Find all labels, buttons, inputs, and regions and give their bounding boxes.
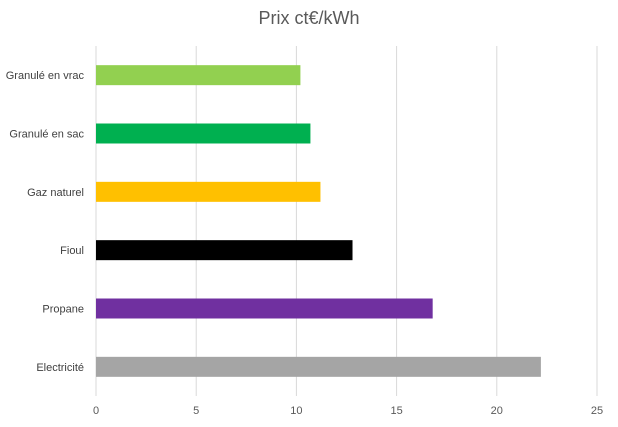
bar (96, 65, 301, 86)
x-tick-label: 0 (93, 405, 99, 417)
x-tick-label: 10 (290, 405, 302, 417)
x-tick-label: 25 (591, 405, 603, 417)
x-tick-label: 15 (390, 405, 402, 417)
bar (96, 240, 353, 261)
bar (96, 356, 541, 377)
chart-title: Prix ct€/kWh (258, 8, 360, 28)
bar (96, 181, 321, 202)
x-tick-label: 20 (491, 405, 503, 417)
category-label: Propane (42, 304, 84, 316)
x-tick-label: 5 (193, 405, 199, 417)
category-label: Granulé en vrac (6, 70, 85, 82)
category-label: Granulé en sac (9, 129, 84, 141)
category-label: Fioul (60, 245, 84, 257)
bar (96, 123, 311, 144)
bar (96, 298, 433, 319)
category-label: Electricité (36, 362, 84, 374)
category-label: Gaz naturel (27, 187, 84, 199)
